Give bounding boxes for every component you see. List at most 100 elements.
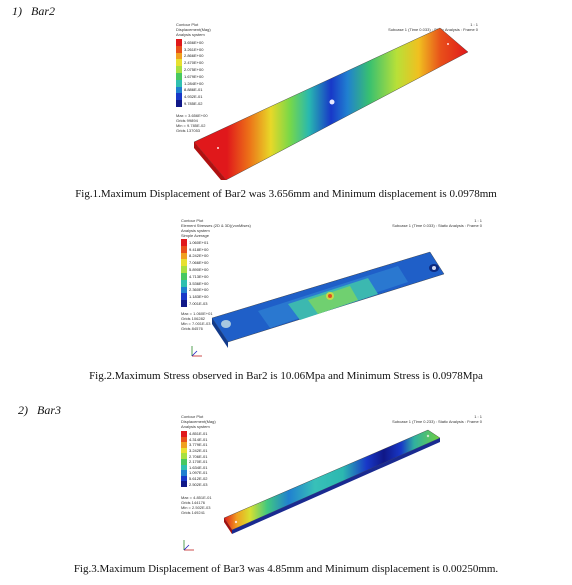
scale-swatch (181, 293, 187, 301)
scale-entry: 1.284E+00 (176, 79, 204, 87)
scale-entry: 3.656E+00 (176, 39, 203, 46)
subcase-label: Subcase 1 (Time 0.233) : Static Analysis… (392, 419, 482, 424)
figure-1-panel: Contour Plot Displacement(Mag) Analysis … (172, 20, 484, 180)
scale-swatch (181, 272, 187, 280)
axis-triad-icon (191, 346, 202, 357)
scale-value: 2.502E-03 (189, 481, 208, 487)
fea-model-bar2-displacement (193, 27, 469, 180)
legend-line: Grids 149241 (181, 510, 206, 515)
legend-line: Max = 3.656E+00 (176, 113, 208, 118)
scale-entry: 5.612E-02 (181, 475, 207, 482)
color-scale: 4.851E-01 4.314E-01 3.779E-01 3.242E-01 2.70… (181, 431, 207, 487)
figure-1-caption: Fig.1.Maximum Displacement of Bar2 was 3… (75, 188, 497, 200)
scale-entry: 2.866E+00 (176, 52, 204, 60)
scale-swatch (176, 100, 182, 107)
scale-entry: 1.097E-01 (181, 470, 207, 476)
scale-entry: 4.713E+00 (181, 272, 209, 280)
legend-line: Displacement(Mag) (176, 27, 211, 32)
scale-value: 2.866E+00 (184, 53, 204, 59)
scale-value: 2.170E-01 (189, 459, 208, 465)
scale-swatch (176, 86, 182, 94)
legend-line: Grids 137053 (176, 128, 201, 133)
legend-line: Element Stresses (2D & 3D)(vonMises) (181, 223, 251, 228)
scale-swatch (181, 245, 187, 253)
scale-entry: 3.261E+00 (176, 45, 203, 53)
scale-swatch (181, 431, 187, 437)
scale-entry: 9.785E-02 (176, 100, 203, 107)
scale-value: 1.284E+00 (184, 80, 204, 86)
scale-swatch (176, 39, 182, 46)
scale-entry: 2.170E-01 (181, 458, 208, 465)
scale-swatch (181, 286, 187, 294)
fea-model-bar2-stress (211, 251, 445, 348)
scale-swatch (176, 79, 182, 87)
scale-value: 1.679E+00 (184, 73, 204, 79)
scale-swatch (181, 259, 187, 267)
scale-entry: 4.932E-01 (176, 93, 203, 101)
scale-entry: 7.066E+00 (181, 259, 209, 267)
scale-swatch (181, 464, 187, 471)
figure-2-caption: Fig.2.Maximum Stress observed in Bar2 is… (89, 370, 483, 382)
figure-2-panel: Contour Plot Element Stresses (2D & 3D)(… (178, 216, 490, 364)
scale-value: 4.713E+00 (189, 273, 209, 279)
scale-value: 1.060E+01 (189, 239, 209, 245)
scale-entry: 3.242E-01 (181, 447, 207, 454)
scale-value: 7.066E+00 (189, 260, 209, 266)
legend-line: Contour Plot (181, 414, 204, 419)
legend-footer: Max = 4.851E-01 Grids 144176 Min = 2.502… (181, 495, 212, 515)
frame-label: 1 : 1 (470, 22, 478, 27)
scale-swatch (181, 458, 187, 465)
scale-swatch (176, 59, 182, 67)
legend-line: Min = 9.785E-02 (176, 123, 206, 128)
frame-label: 1 : 1 (474, 414, 482, 419)
legend-line: Min = 2.502E-03 (181, 505, 211, 510)
scale-entry: 1.183E+00 (181, 293, 209, 301)
scale-swatch (181, 300, 187, 307)
scale-entry: 9.418E+00 (181, 245, 208, 253)
scale-value: 5.890E+00 (189, 267, 209, 273)
scale-value: 9.785E-02 (184, 101, 203, 107)
subcase-label: Subcase 1 (Time 0.033) : Static Analysis… (392, 223, 482, 228)
section-title: Bar2 (31, 4, 55, 18)
scale-swatch (181, 475, 187, 482)
scale-swatch (181, 266, 187, 273)
scale-value: 1.183E+00 (189, 294, 209, 300)
scale-value: 8.242E+00 (189, 253, 209, 259)
legend-header: Contour Plot Element Stresses (2D & 3D)(… (181, 218, 251, 238)
scale-value: 3.536E+00 (189, 280, 209, 286)
scale-swatch (181, 453, 187, 459)
legend-line: Analysis system (176, 32, 205, 37)
scale-entry: 2.075E+00 (176, 66, 203, 73)
scale-value: 2.075E+00 (184, 67, 204, 73)
scale-value: 4.932E-01 (184, 94, 203, 100)
scale-swatch (176, 52, 182, 60)
legend-line: Grids 99894 (176, 118, 198, 123)
scale-swatch (176, 66, 182, 73)
legend-header: Contour Plot Displacement(Mag) Analysis … (181, 414, 216, 429)
scale-entry: 7.001E-03 (181, 300, 208, 307)
legend-line: Simple Average (181, 233, 209, 238)
scale-entry: 1.679E+00 (176, 72, 204, 80)
section-heading-bar3: 2) Bar3 (18, 403, 61, 418)
legend-line: Min = 7.001E-03 (181, 321, 211, 326)
scale-value: 4.851E-01 (189, 431, 208, 437)
scale-entry: 1.060E+01 (181, 239, 208, 246)
scale-entry: 1.634E-01 (181, 464, 207, 471)
scale-entry: 2.706E-01 (181, 453, 207, 459)
scale-entry: 3.779E-01 (181, 442, 207, 448)
section-heading-bar2: 1) Bar2 (12, 4, 55, 19)
scale-value: 4.314E-01 (189, 436, 208, 442)
scale-value: 7.001E-03 (189, 301, 208, 307)
scale-value: 3.779E-01 (189, 442, 208, 448)
scale-swatch (176, 93, 182, 101)
scale-swatch (181, 239, 187, 246)
subcase-label: Subcase 1 (Time 0.033) : Static Analysis… (388, 27, 478, 32)
color-scale: 1.060E+01 9.418E+00 8.242E+00 7.066E+00 5.89… (181, 239, 208, 307)
section-number: 2) (18, 403, 28, 417)
scale-entry: 3.536E+00 (181, 279, 209, 287)
scale-entry: 5.890E+00 (181, 266, 208, 273)
scale-swatch (176, 72, 182, 80)
legend-footer: Max = 3.656E+00 Grids 99894 Min = 9.785E… (176, 113, 208, 133)
legend-line: Displacement(Mag) (181, 419, 216, 424)
color-scale: 3.656E+00 3.261E+00 2.866E+00 2.470E+00 2.07… (176, 39, 203, 107)
